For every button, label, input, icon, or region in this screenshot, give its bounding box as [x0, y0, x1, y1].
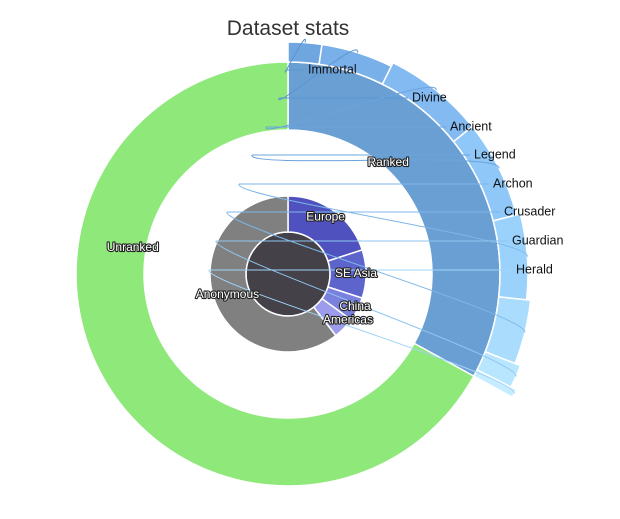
- label-rank-herald: Herald: [516, 262, 553, 276]
- label-europe: Europe: [306, 209, 345, 223]
- label-rank-archon: Archon: [493, 176, 533, 190]
- segment-unranked[interactable]: [75, 61, 475, 487]
- label-se-asia: SE Asia: [335, 266, 377, 280]
- leader-ancient: [265, 86, 437, 130]
- leader-guardian: [215, 240, 517, 377]
- label-rank-crusader: Crusader: [504, 204, 555, 218]
- label-rank-ancient: Ancient: [450, 119, 492, 133]
- leader-legend: [251, 154, 500, 169]
- chart-segments: [75, 41, 532, 487]
- label-rank-guardian: Guardian: [512, 233, 563, 247]
- label-ranked: Ranked: [368, 155, 409, 169]
- label-anonymous: Anonymous: [196, 287, 259, 301]
- label-unranked: Unranked: [107, 240, 159, 254]
- label-rank-divine: Divine: [412, 90, 447, 104]
- label-china: China: [339, 299, 371, 313]
- leader-herald: [208, 269, 515, 395]
- segment-rank-herald[interactable]: [472, 368, 518, 399]
- leader-archon: [238, 183, 528, 258]
- segment-rank-immortal[interactable]: [287, 41, 323, 66]
- chart-title: Dataset stats: [227, 17, 350, 40]
- label-rank-legend: Legend: [474, 147, 516, 161]
- leader-divine: [278, 49, 359, 101]
- leader-crusader: [226, 211, 526, 333]
- label-americas: Americas: [323, 313, 373, 327]
- label-rank-immortal: Immortal: [308, 62, 357, 76]
- leader-immortal: [284, 38, 306, 73]
- segment-anonymous[interactable]: [209, 195, 337, 353]
- leader-lines: [208, 38, 528, 395]
